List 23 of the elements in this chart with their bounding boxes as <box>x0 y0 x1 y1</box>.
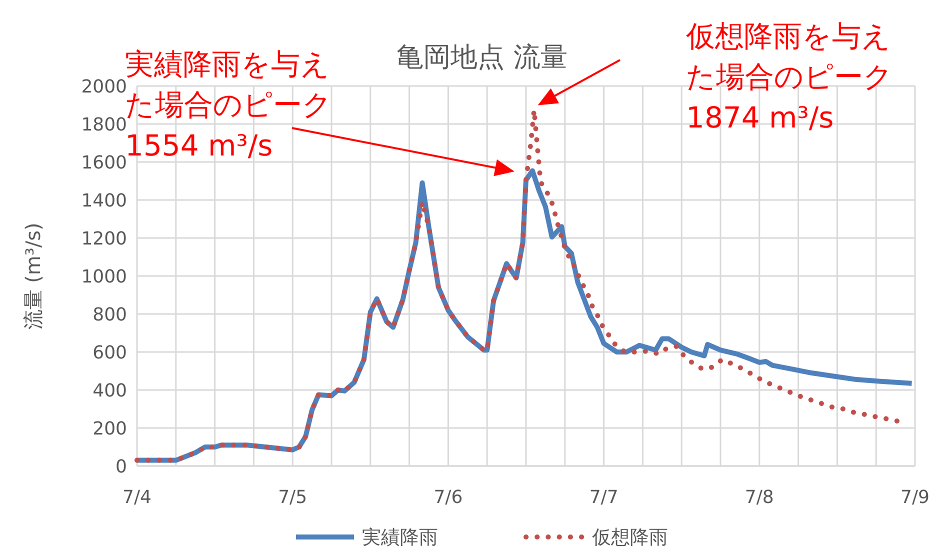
legend-label: 実績降雨 <box>362 526 438 549</box>
x-tick-label: 7/7 <box>589 487 618 508</box>
y-tick-label: 600 <box>92 342 127 364</box>
y-tick-label: 400 <box>92 380 127 402</box>
y-tick-label: 800 <box>92 304 127 326</box>
x-tick-label: 7/8 <box>744 487 774 508</box>
chart-title: 亀岡地点 流量 <box>396 42 568 73</box>
y-tick-label: 1600 <box>81 152 127 174</box>
annotation: 実績降雨を与えた場合のピーク 1554 m³/s <box>125 47 332 162</box>
y-tick-label: 1400 <box>81 190 127 212</box>
y-tick-label: 0 <box>116 456 127 478</box>
y-tick-label: 1200 <box>81 228 127 250</box>
x-tick-label: 7/4 <box>122 487 152 508</box>
x-tick-label: 7/5 <box>278 487 308 508</box>
y-tick-label: 200 <box>92 418 127 440</box>
x-tick-label: 7/9 <box>900 487 930 508</box>
y-tick-label: 1800 <box>81 114 127 136</box>
y-axis-title: 流量 (m³/s) <box>21 222 45 330</box>
y-tick-label: 2000 <box>81 76 127 98</box>
x-tick-label: 7/6 <box>434 487 463 508</box>
legend-label: 仮想降雨 <box>591 526 668 549</box>
y-tick-label: 1000 <box>81 266 127 288</box>
annotation: 仮想降雨を与えた場合のピーク 1874 m³/s <box>685 19 893 134</box>
